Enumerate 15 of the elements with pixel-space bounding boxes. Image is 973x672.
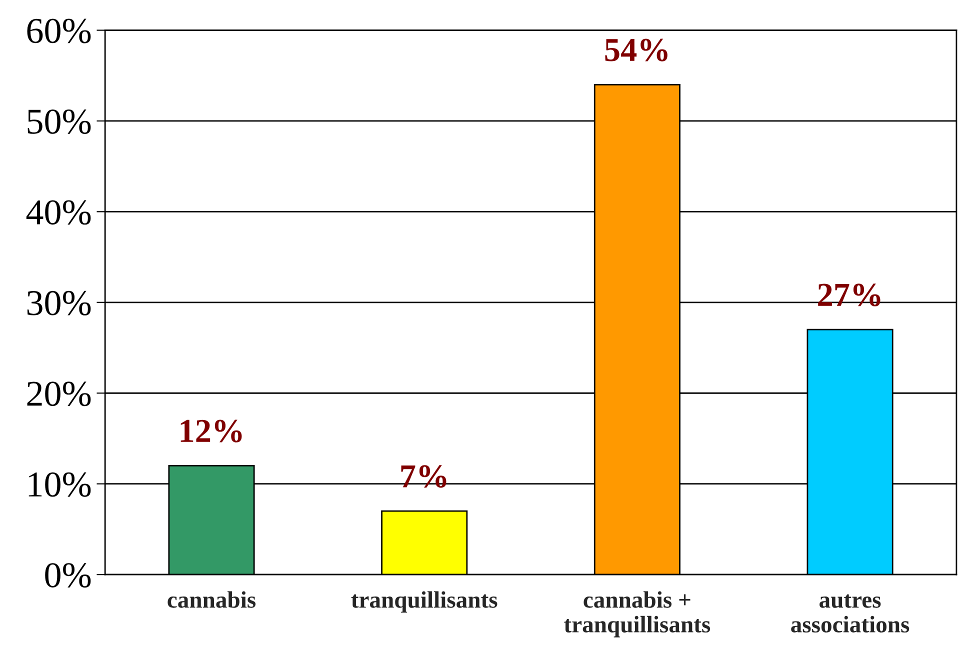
y-tick-label: 40% [26, 200, 91, 225]
data-label: 7% [401, 465, 446, 488]
y-tick-label: 0% [45, 563, 91, 588]
y-tick-label: 60% [27, 18, 91, 44]
x-tick-label: cannabis [168, 591, 256, 608]
data-label: 54% [605, 38, 668, 62]
y-tick-label: 10% [28, 472, 91, 497]
data-label: 12% [180, 420, 242, 442]
x-tick-label: tranquillisants [351, 591, 498, 613]
data-label: 27% [818, 284, 880, 306]
y-tick-label: 20% [27, 382, 91, 406]
y-tick-label: 30% [27, 290, 91, 316]
x-tick-label: autres associations [791, 594, 910, 633]
x-tick-label: cannabis + tranquillisants [564, 591, 710, 638]
y-tick-label: 50% [28, 109, 91, 134]
